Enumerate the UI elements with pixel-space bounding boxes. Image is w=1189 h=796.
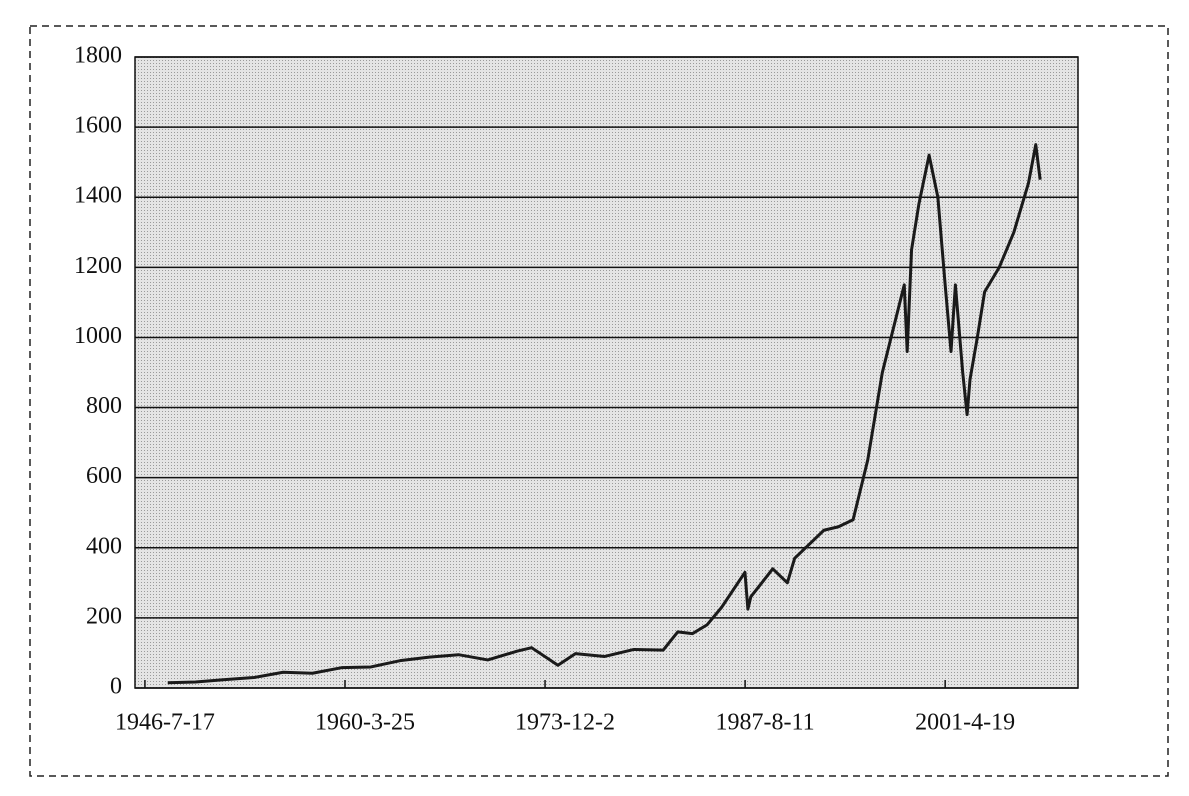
x-tick-label: 1987-8-11 — [716, 710, 815, 736]
y-tick-label: 1000 — [74, 323, 122, 349]
x-tick-label: 1946-7-17 — [115, 710, 215, 736]
line-series — [167, 143, 1042, 685]
y-tick-label: 1800 — [74, 43, 122, 69]
y-tick-label: 1600 — [74, 113, 122, 139]
x-tick-label: 1960-3-25 — [315, 710, 415, 736]
y-tick-label: 800 — [86, 393, 122, 419]
y-tick-label: 200 — [86, 603, 122, 629]
y-tick-label: 600 — [86, 463, 122, 489]
x-tick-label: 2001-4-19 — [915, 710, 1015, 736]
y-tick-label: 1400 — [74, 183, 122, 209]
frame — [29, 25, 1169, 777]
plot-area — [134, 56, 1079, 689]
x-tick-label: 1973-12-2 — [515, 710, 615, 736]
y-tick-label: 1200 — [74, 253, 122, 279]
y-tick-label: 400 — [86, 533, 122, 559]
y-tick-label: 0 — [110, 674, 122, 700]
